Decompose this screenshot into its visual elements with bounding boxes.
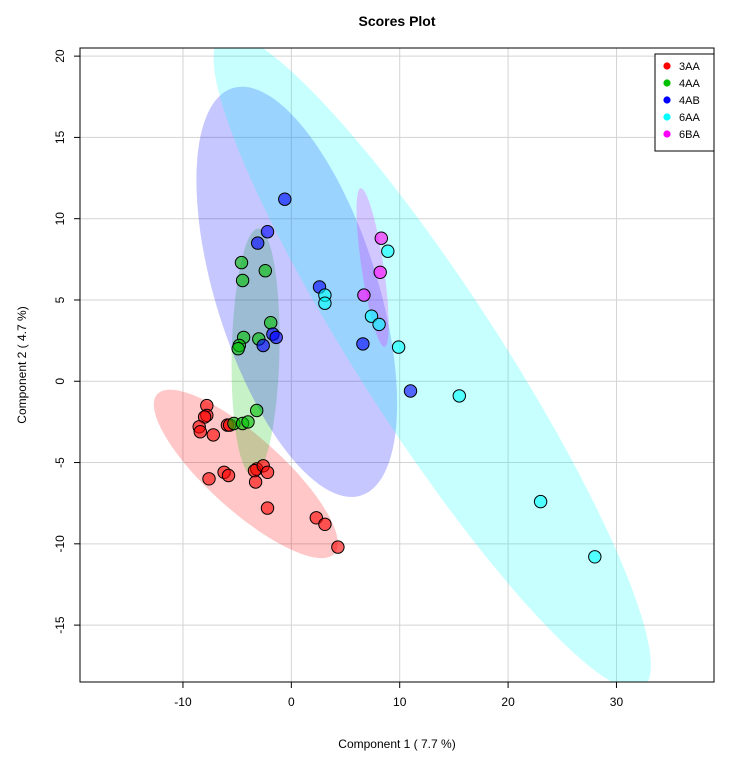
point-4aa <box>234 255 249 270</box>
point-3aa <box>331 540 345 554</box>
point-3aa <box>202 472 216 486</box>
point-3aa <box>206 428 221 442</box>
y-tick-label: 20 <box>53 49 67 63</box>
point-6aa <box>318 296 332 310</box>
y-tick-label: 15 <box>53 130 67 144</box>
point-4ab <box>269 330 283 345</box>
x-tick-label: 20 <box>501 695 515 709</box>
point-4ab <box>260 225 275 239</box>
point-6aa <box>533 494 548 509</box>
point-3aa <box>248 475 263 489</box>
point-4ab <box>251 236 265 250</box>
legend-label-6ba: 6BA <box>679 129 700 141</box>
point-4ab <box>278 192 292 206</box>
point-6aa <box>588 550 602 564</box>
y-tick-label: 5 <box>53 296 67 303</box>
point-6aa <box>372 317 386 332</box>
ellipse-6ba <box>356 188 389 347</box>
point-4ab <box>256 338 270 353</box>
ellipse-4ab <box>196 86 398 497</box>
point-6aa <box>391 340 406 354</box>
point-layer <box>192 192 602 564</box>
point-3aa <box>221 468 236 483</box>
point-3aa <box>260 501 275 515</box>
legend: 3AA 4AA 4AB 6AA 6BA <box>654 53 715 152</box>
point-4aa <box>235 273 250 288</box>
legend-marker-3aa <box>663 62 671 70</box>
point-4aa <box>250 403 264 418</box>
point-4aa <box>231 342 245 356</box>
point-4aa <box>258 264 272 278</box>
legend-marker-4ab <box>663 96 671 104</box>
x-tick-label: -10 <box>174 695 192 709</box>
x-tick-label: 10 <box>393 695 407 709</box>
tick-layer: -10 0 10 20 30 -15 -10 -5 0 5 10 15 20 <box>53 49 623 709</box>
x-tick-label: 0 <box>288 695 295 709</box>
point-4aa <box>241 415 255 429</box>
legend-marker-4aa <box>663 79 671 87</box>
point-6aa <box>452 389 466 403</box>
grid-layer <box>80 48 714 682</box>
legend-marker-6ba <box>663 130 671 138</box>
point-6ba <box>374 231 388 245</box>
y-tick-label: -10 <box>53 535 67 553</box>
y-tick-label: -15 <box>53 616 67 634</box>
y-tick-label: 0 <box>53 378 67 385</box>
point-3aa <box>318 517 332 531</box>
point-4ab <box>356 337 370 351</box>
point-4aa <box>264 316 278 330</box>
ellipse-6aa <box>213 48 651 682</box>
ellipse-4aa <box>231 228 280 476</box>
legend-label-4aa: 4AA <box>679 78 700 90</box>
point-6ba <box>373 265 387 279</box>
y-tick-label: 10 <box>53 212 67 226</box>
legend-label-3aa: 3AA <box>679 61 700 73</box>
point-3aa <box>260 465 275 479</box>
point-4ab <box>403 384 418 398</box>
y-axis-title: Component 2 ( 4.7 %) <box>15 306 29 423</box>
plot-frame <box>79 47 715 683</box>
legend-label-6aa: 6AA <box>679 112 700 124</box>
point-6aa <box>381 244 395 258</box>
chart-title: Scores Plot <box>358 13 435 29</box>
y-tick-label: -5 <box>53 457 67 468</box>
legend-marker-6aa <box>663 113 671 121</box>
point-3aa <box>193 425 208 439</box>
x-axis-title: Component 1 ( 7.7 %) <box>338 737 455 751</box>
point-6ba <box>357 288 371 302</box>
plot-background <box>80 48 714 682</box>
x-tick-label: 30 <box>610 695 624 709</box>
point-6aa <box>364 309 379 323</box>
legend-label-4ab: 4AB <box>679 95 700 107</box>
